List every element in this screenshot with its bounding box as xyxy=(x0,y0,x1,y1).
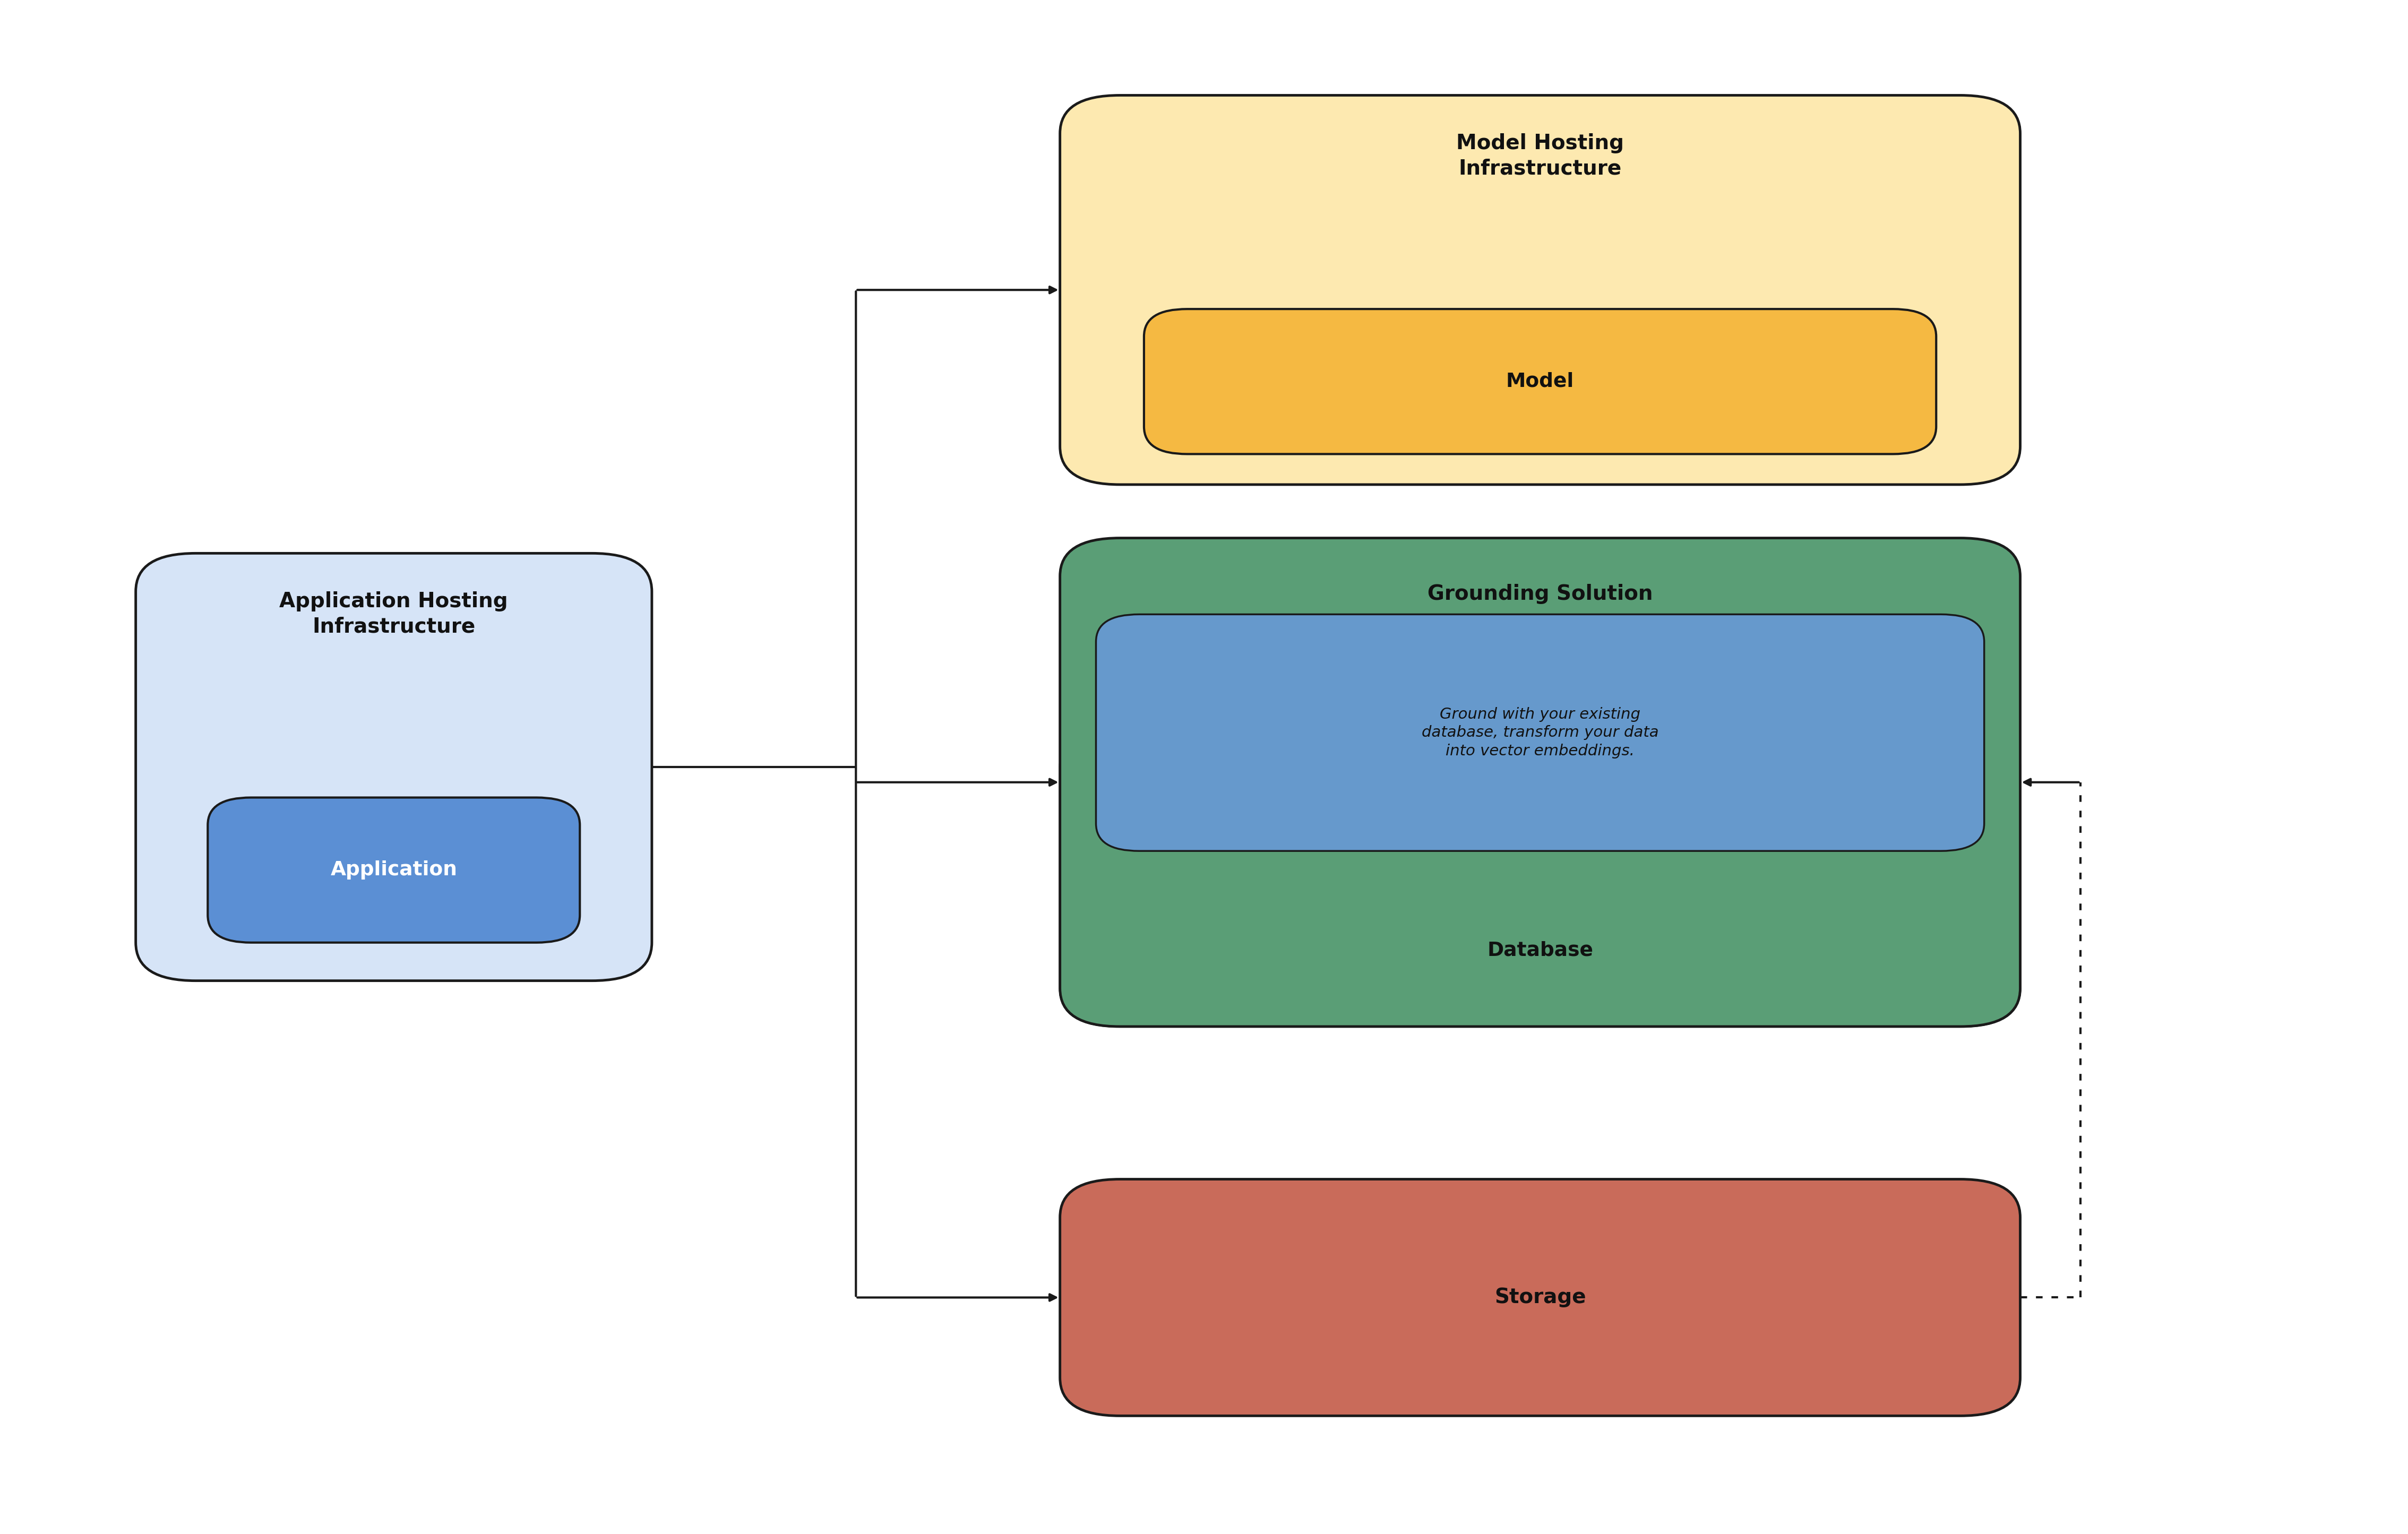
FancyBboxPatch shape xyxy=(135,554,653,980)
FancyBboxPatch shape xyxy=(1060,1180,2020,1416)
Text: Ground with your existing
database, transform your data
into vector embeddings.: Ground with your existing database, tran… xyxy=(1421,707,1659,758)
FancyBboxPatch shape xyxy=(1060,729,2020,1026)
FancyBboxPatch shape xyxy=(1144,308,1936,454)
FancyBboxPatch shape xyxy=(1096,614,1984,851)
Text: Application: Application xyxy=(330,861,458,879)
Text: Database: Database xyxy=(1488,940,1594,960)
Text: Grounding Solution: Grounding Solution xyxy=(1428,584,1652,604)
FancyBboxPatch shape xyxy=(1060,95,2020,485)
Text: Model Hosting
Infrastructure: Model Hosting Infrastructure xyxy=(1457,133,1623,178)
FancyBboxPatch shape xyxy=(1060,538,2020,1026)
Text: Storage: Storage xyxy=(1495,1287,1587,1307)
Text: Application Hosting
Infrastructure: Application Hosting Infrastructure xyxy=(279,592,508,637)
FancyBboxPatch shape xyxy=(207,798,580,942)
Text: Model: Model xyxy=(1505,371,1575,391)
